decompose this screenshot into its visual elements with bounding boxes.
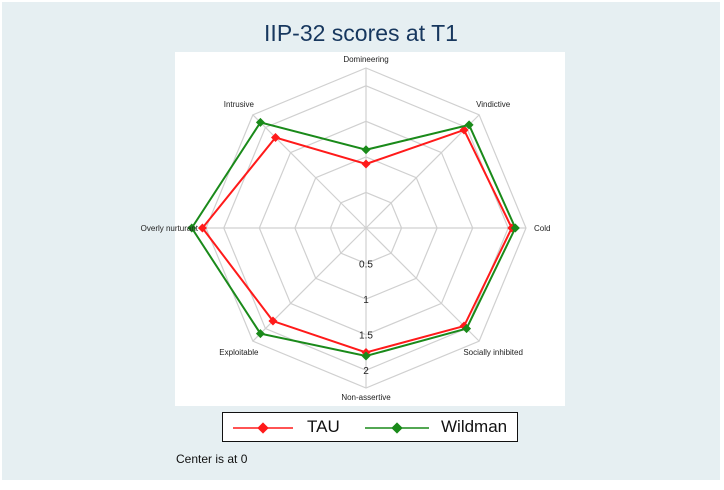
chart-title: IIP-32 scores at T1 <box>264 20 458 46</box>
chart-frame: IIP-32 scores at T1 0.5 1 1.5 2 Domineering V… <box>2 2 720 480</box>
legend-item-wildman: Wildman <box>361 413 517 441</box>
plot-area <box>175 52 565 406</box>
legend-marker-tau <box>233 422 293 434</box>
grid-spoke-8 <box>252 114 367 229</box>
legend-marker-wildman <box>365 422 429 434</box>
ring-label: 0.5 <box>359 260 373 271</box>
legend-item-tau: TAU <box>231 413 361 441</box>
ring-label: 1 <box>363 295 369 306</box>
data-point-tau <box>270 132 280 142</box>
data-point-tau <box>361 159 371 169</box>
data-point-tau <box>197 223 207 233</box>
data-point-wildman <box>361 145 371 155</box>
data-point-wildman <box>361 351 371 361</box>
axis-label: Vindictive <box>476 100 511 109</box>
data-point-wildman <box>187 223 197 233</box>
data-point-wildman <box>464 120 474 130</box>
legend-label-tau: TAU <box>307 417 340 436</box>
axis-label: Cold <box>534 224 550 233</box>
grid-spoke-6 <box>252 227 367 342</box>
axis-label: Exploitable <box>219 348 259 357</box>
legend: TAU Wildman <box>222 412 518 442</box>
axis-label: Intrusive <box>224 100 255 109</box>
data-point-tau <box>268 316 278 326</box>
center-note: Center is at 0 <box>176 452 248 466</box>
axis-label: Non-assertive <box>341 393 391 402</box>
data-point-wildman <box>462 324 472 334</box>
grid-spoke-4 <box>365 227 480 342</box>
data-point-wildman <box>255 117 265 127</box>
ring-label: 2 <box>363 366 369 377</box>
axis-label: Domineering <box>343 55 388 64</box>
ring-label: 1.5 <box>359 331 373 342</box>
series-line-tau <box>201 128 513 354</box>
legend-label-wildman: Wildman <box>441 417 508 436</box>
grid-spoke-2 <box>365 114 480 229</box>
data-point-wildman <box>255 329 265 339</box>
axis-label: Socially inhibited <box>463 348 523 357</box>
radar-chart: 0.5 1 1.5 2 Domineering Vindictive Cold Sociall… <box>141 55 551 402</box>
axis-label: Overly nurturant <box>141 224 199 233</box>
